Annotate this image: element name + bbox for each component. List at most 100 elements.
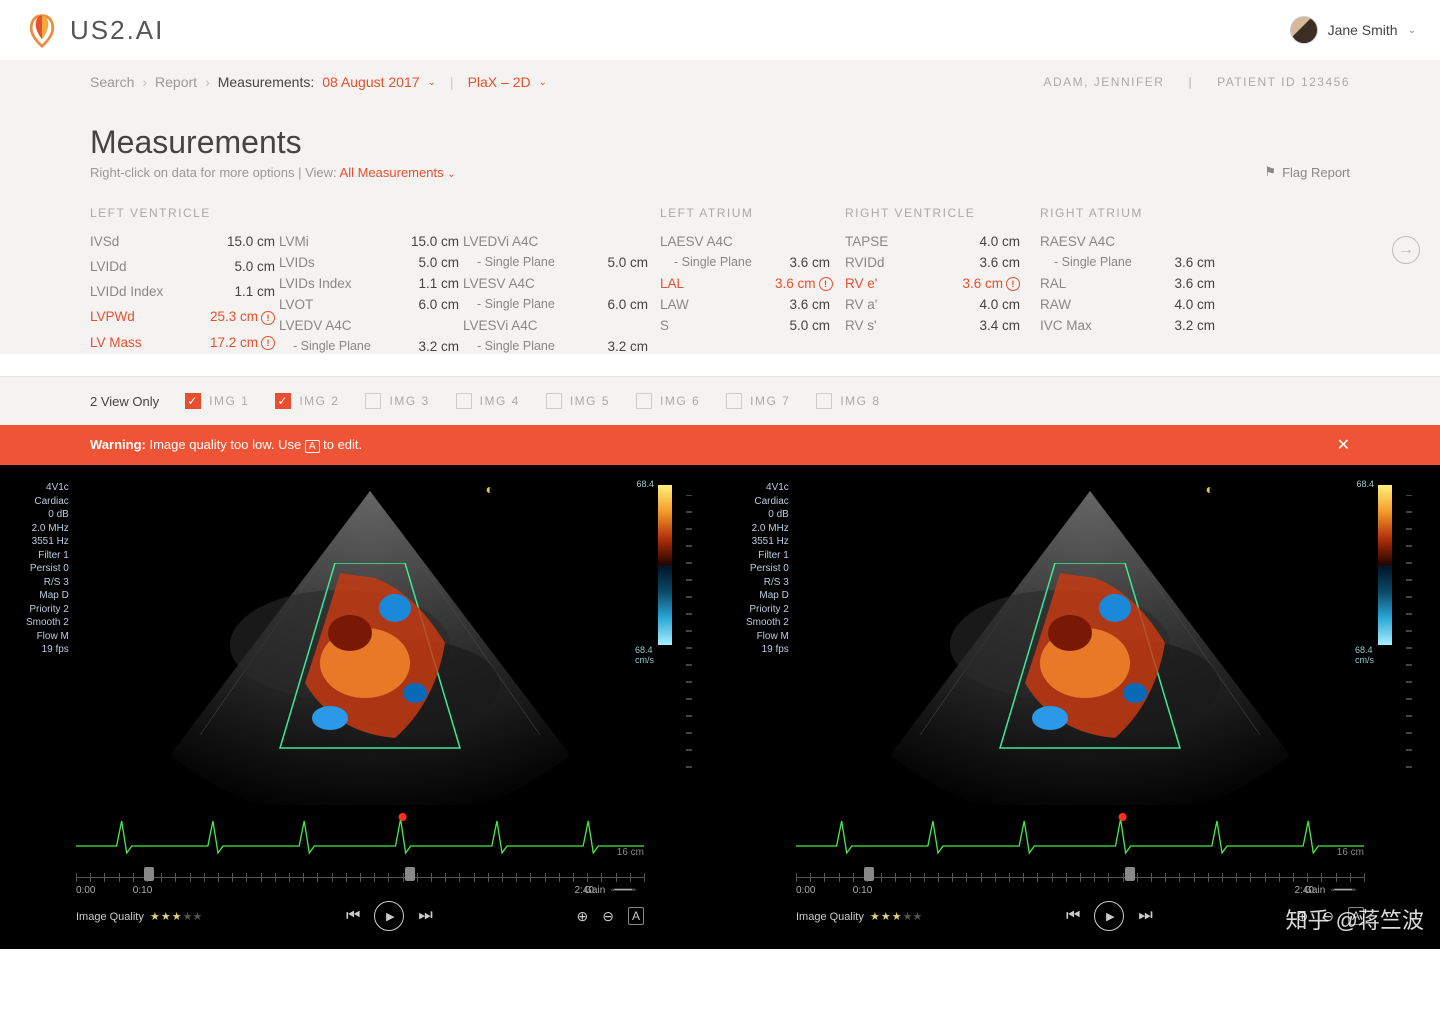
measurement-label[interactable]: LVPWd	[90, 309, 200, 328]
measurement-value[interactable]: 5.0 cm	[588, 255, 648, 270]
measurement-value[interactable]: 4.0 cm	[940, 234, 1020, 249]
measurement-value[interactable]: 3.6 cm	[1160, 276, 1215, 291]
measurement-value[interactable]	[775, 234, 830, 249]
view-filter[interactable]: All Measurements	[340, 165, 444, 180]
measurement-value[interactable]: 15.0 cm	[200, 234, 275, 253]
measurement-label[interactable]: LV Mass	[90, 335, 200, 354]
measurement-value[interactable]: 5.0 cm	[394, 255, 459, 270]
ultrasound-canvas[interactable]: 68.4 68.4cm/s ◐	[76, 475, 664, 805]
measurement-label[interactable]: LVIDs Index	[279, 276, 394, 291]
timeline-handle-start[interactable]	[144, 867, 154, 881]
measurement-value[interactable]	[588, 276, 648, 291]
measurement-label[interactable]: LVOT	[279, 297, 394, 312]
measurement-value[interactable]	[1160, 234, 1215, 249]
measurement-label[interactable]: LVESV A4C	[463, 276, 588, 291]
close-icon[interactable]: ✕	[1337, 435, 1350, 455]
measurement-value[interactable]: 15.0 cm	[394, 234, 459, 249]
crumb-view[interactable]: PlaX – 2D	[468, 74, 531, 90]
measurement-label[interactable]: S	[660, 318, 775, 333]
measurement-label[interactable]: LVIDd Index	[90, 284, 200, 303]
prev-button[interactable]: ⏮	[346, 907, 360, 925]
measurement-value[interactable]: 25.3 cm!	[200, 309, 275, 328]
measurement-value[interactable]: 3.2 cm	[588, 339, 648, 354]
img-checkbox[interactable]: IMG 8	[816, 393, 880, 409]
measurement-value[interactable]: 5.0 cm	[200, 259, 275, 278]
measurement-value[interactable]	[588, 318, 648, 333]
measurement-label[interactable]: - Single Plane	[660, 255, 775, 270]
user-menu[interactable]: Jane Smith ⌄	[1290, 16, 1416, 44]
logo[interactable]: US2.AI	[24, 12, 164, 48]
measurement-value[interactable]: 3.2 cm	[394, 339, 459, 354]
img-checkbox[interactable]: ✓IMG 2	[275, 393, 339, 409]
measurement-value[interactable]: 3.6 cm!	[940, 276, 1020, 291]
crumb-date[interactable]: 08 August 2017	[322, 74, 419, 90]
img-checkbox[interactable]: IMG 6	[636, 393, 700, 409]
measurement-label[interactable]: - Single Plane	[463, 339, 588, 354]
measurement-value[interactable]: 6.0 cm	[394, 297, 459, 312]
timeline-handle-start[interactable]	[864, 867, 874, 881]
measurement-value[interactable]: 3.6 cm!	[775, 276, 830, 291]
zoom-out-icon[interactable]: ⊖	[602, 908, 614, 925]
measurement-label[interactable]: - Single Plane	[279, 339, 394, 354]
img-checkbox[interactable]: IMG 3	[365, 393, 429, 409]
measurement-label[interactable]: - Single Plane	[463, 297, 588, 312]
measurement-label[interactable]: RAL	[1040, 276, 1160, 291]
measurement-value[interactable]: 5.0 cm	[775, 318, 830, 333]
measurement-value[interactable]	[394, 318, 459, 333]
measurement-label[interactable]: LVEDV A4C	[279, 318, 394, 333]
play-button[interactable]: ▶	[1094, 901, 1124, 931]
measurement-value[interactable]	[588, 234, 648, 249]
img-checkbox[interactable]: IMG 5	[546, 393, 610, 409]
flag-report[interactable]: ⚑ Flag Report	[1264, 164, 1350, 180]
measurement-label[interactable]: RAW	[1040, 297, 1160, 312]
next-button[interactable]: ⏭	[1138, 907, 1152, 925]
measurement-label[interactable]: - Single Plane	[463, 255, 588, 270]
measurement-label[interactable]: IVSd	[90, 234, 200, 253]
measurement-value[interactable]: 3.6 cm	[775, 255, 830, 270]
measurement-value[interactable]: 17.2 cm!	[200, 335, 275, 354]
scroll-right-button[interactable]: →	[1392, 236, 1420, 264]
measurement-value[interactable]: 3.6 cm	[1160, 255, 1215, 270]
measurement-label[interactable]: RAESV A4C	[1040, 234, 1160, 249]
measurement-value[interactable]: 1.1 cm	[200, 284, 275, 303]
zoom-in-icon[interactable]: ⊕	[1297, 908, 1309, 925]
measure-icon[interactable]: A	[628, 907, 644, 925]
measurement-label[interactable]: RV a'	[845, 297, 940, 312]
measurement-label[interactable]: LVESVi A4C	[463, 318, 588, 333]
img-checkbox[interactable]: IMG 7	[726, 393, 790, 409]
measurement-label[interactable]: RV s'	[845, 318, 940, 333]
zoom-in-icon[interactable]: ⊕	[577, 908, 589, 925]
timeline-handle-end[interactable]	[405, 867, 415, 881]
measurement-value[interactable]: 1.1 cm	[394, 276, 459, 291]
play-button[interactable]: ▶	[374, 901, 404, 931]
measurement-value[interactable]: 4.0 cm	[940, 297, 1020, 312]
measurement-value[interactable]: 4.0 cm	[1160, 297, 1215, 312]
measurement-value[interactable]: 3.6 cm	[940, 255, 1020, 270]
measurement-label[interactable]: LVIDd	[90, 259, 200, 278]
measurement-label[interactable]: LAL	[660, 276, 775, 291]
measurement-value[interactable]: 3.4 cm	[940, 318, 1020, 333]
measurement-label[interactable]: RVIDd	[845, 255, 940, 270]
measurement-label[interactable]: IVC Max	[1040, 318, 1160, 333]
img-checkbox[interactable]: IMG 4	[456, 393, 520, 409]
crumb-report[interactable]: Report	[155, 74, 197, 90]
timeline[interactable]: 0:00 0:10 2:40 Gain ◦━━━◦	[76, 865, 644, 895]
measurement-label[interactable]: LVMi	[279, 234, 394, 249]
measure-icon[interactable]: A	[1348, 907, 1364, 925]
measurement-label[interactable]: LVEDVi A4C	[463, 234, 588, 249]
measurement-label[interactable]: TAPSE	[845, 234, 940, 249]
crumb-search[interactable]: Search	[90, 74, 134, 90]
measurement-label[interactable]: LAW	[660, 297, 775, 312]
prev-button[interactable]: ⏮	[1066, 907, 1080, 925]
img-checkbox[interactable]: ✓IMG 1	[185, 393, 249, 409]
timeline[interactable]: 0:00 0:10 2:40 Gain ◦━━━◦	[796, 865, 1364, 895]
measurement-label[interactable]: - Single Plane	[1040, 255, 1160, 270]
zoom-out-icon[interactable]: ⊖	[1322, 908, 1334, 925]
measurement-value[interactable]: 3.2 cm	[1160, 318, 1215, 333]
measurement-label[interactable]: RV e'	[845, 276, 940, 291]
timeline-handle-end[interactable]	[1125, 867, 1135, 881]
measurement-label[interactable]: LAESV A4C	[660, 234, 775, 249]
measurement-value[interactable]: 6.0 cm	[588, 297, 648, 312]
ultrasound-canvas[interactable]: 68.4 68.4cm/s ◐	[796, 475, 1384, 805]
next-button[interactable]: ⏭	[418, 907, 432, 925]
